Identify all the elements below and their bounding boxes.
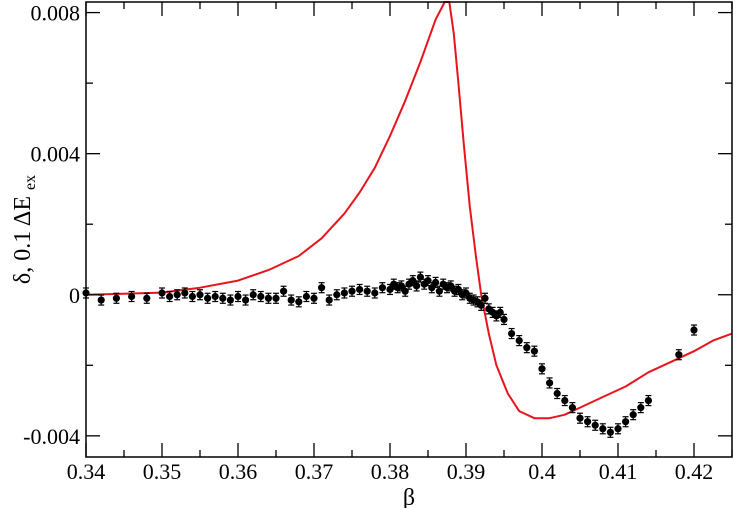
data-point bbox=[622, 416, 630, 428]
data-point bbox=[234, 290, 242, 303]
data-point bbox=[181, 287, 189, 299]
data-point bbox=[264, 292, 272, 304]
plot-frame bbox=[85, 1, 733, 458]
data-point bbox=[690, 324, 698, 336]
data-point bbox=[226, 294, 234, 306]
y-tick-label: 0.008 bbox=[31, 1, 81, 26]
data-point bbox=[295, 296, 303, 308]
data-point bbox=[166, 290, 174, 303]
y-axis-label: δ, 0.1 ΔE ex bbox=[10, 175, 39, 284]
data-point bbox=[515, 335, 523, 347]
data-point bbox=[432, 276, 440, 289]
data-point bbox=[310, 292, 318, 304]
data-point bbox=[606, 426, 615, 438]
data-point bbox=[280, 285, 288, 297]
y-tick-label: 0.004 bbox=[31, 142, 81, 167]
data-point bbox=[409, 275, 417, 287]
data-point bbox=[576, 412, 584, 424]
plot-lines bbox=[85, 1, 733, 420]
data-point bbox=[508, 327, 516, 340]
data-point bbox=[211, 290, 219, 303]
x-tick-label: 0.41 bbox=[599, 459, 638, 484]
x-tick-label: 0.35 bbox=[143, 459, 182, 484]
data-point bbox=[371, 287, 379, 299]
data-point bbox=[363, 285, 371, 297]
data-point bbox=[416, 271, 424, 283]
data-point bbox=[287, 294, 295, 306]
x-tick-label: 0.4 bbox=[528, 459, 556, 484]
data-point bbox=[302, 290, 310, 303]
data-point bbox=[629, 409, 637, 421]
data-point bbox=[591, 419, 599, 431]
data-point bbox=[112, 292, 120, 304]
data-point bbox=[500, 313, 508, 326]
data-point bbox=[599, 423, 607, 435]
data-point bbox=[614, 423, 622, 435]
data-point bbox=[675, 349, 683, 361]
data-point bbox=[348, 285, 356, 297]
x-tick-label: 0.39 bbox=[447, 459, 486, 484]
red-curve bbox=[85, 1, 733, 420]
x-tick-label: 0.37 bbox=[295, 459, 334, 484]
data-point bbox=[546, 377, 554, 389]
data-point bbox=[242, 294, 250, 306]
x-tick-label: 0.36 bbox=[219, 459, 258, 484]
data-point bbox=[538, 363, 546, 375]
data-point bbox=[428, 282, 436, 294]
data-point bbox=[188, 290, 196, 303]
data-point bbox=[443, 282, 451, 294]
data-point bbox=[340, 287, 348, 299]
data-point bbox=[333, 289, 341, 301]
data-point bbox=[158, 287, 166, 299]
y-tick-label: 0 bbox=[69, 283, 80, 308]
data-point bbox=[272, 292, 280, 304]
data-point bbox=[413, 280, 421, 292]
data-point bbox=[204, 292, 212, 304]
data-point bbox=[644, 394, 653, 407]
data-point bbox=[561, 394, 569, 407]
data-point bbox=[584, 416, 592, 428]
x-axis: 0.34 0.35 0.36 0.37 0.38 0.39 0.4 0.41 0.42 bbox=[67, 2, 733, 484]
data-point bbox=[128, 290, 136, 303]
x-tick-label: 0.34 bbox=[67, 459, 106, 484]
y-axis: -0.004 0 0.004 0.008 bbox=[23, 1, 732, 449]
data-point bbox=[637, 402, 645, 414]
data-point bbox=[143, 292, 151, 304]
data-point bbox=[553, 387, 561, 400]
data-point bbox=[568, 402, 577, 414]
data-point bbox=[173, 289, 181, 301]
data-point bbox=[318, 282, 326, 294]
x-tick-label: 0.38 bbox=[371, 459, 410, 484]
data-point bbox=[397, 280, 405, 292]
y-tick-label: -0.004 bbox=[23, 424, 80, 449]
data-point bbox=[196, 289, 204, 301]
plot-points bbox=[82, 271, 698, 438]
y-axis-label-sub: ex bbox=[22, 175, 39, 190]
data-point bbox=[97, 294, 105, 306]
data-point bbox=[356, 283, 364, 296]
x-tick-label: 0.42 bbox=[675, 459, 714, 484]
y-axis-label-main: δ, 0.1 ΔE bbox=[10, 196, 36, 284]
data-point bbox=[249, 289, 257, 301]
data-point bbox=[257, 290, 265, 303]
data-point bbox=[378, 282, 386, 294]
data-point bbox=[325, 294, 333, 306]
x-axis-label: β bbox=[403, 485, 415, 508]
data-point bbox=[454, 283, 462, 296]
data-point bbox=[219, 292, 227, 304]
data-point bbox=[523, 342, 531, 354]
data-point bbox=[530, 345, 539, 357]
